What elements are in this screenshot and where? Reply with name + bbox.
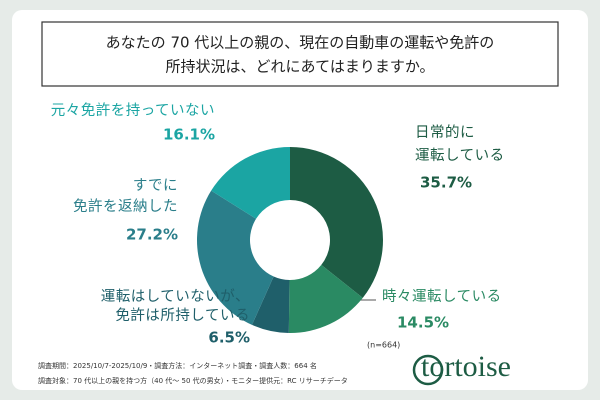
category-label: すでに bbox=[133, 177, 178, 194]
donut-segment bbox=[251, 276, 290, 333]
donut-segment bbox=[211, 147, 290, 219]
category-label: 元々免許を持っていない bbox=[51, 102, 215, 119]
value-label: 14.5% bbox=[397, 314, 449, 332]
chart-title: 所持状況は、どれにあてはまりますか。 bbox=[165, 58, 434, 76]
donut-segment bbox=[197, 190, 274, 325]
category-label: 免許を返納した bbox=[73, 198, 178, 215]
value-label: 35.7% bbox=[420, 174, 472, 192]
footnote: 調査期間：2025/10/7-2025/10/9・調査方法：インターネット調査・… bbox=[38, 361, 317, 370]
title-box bbox=[41, 21, 559, 87]
value-label: 16.1% bbox=[163, 126, 215, 144]
value-label: 27.2% bbox=[126, 226, 178, 244]
category-label: 免許は所持している bbox=[115, 307, 250, 324]
sample-note: (n=664) bbox=[367, 341, 400, 350]
footnote: 調査対象：70 代以上の親を持つ方（40 代～ 50 代の男女）・モニター提供元… bbox=[38, 376, 348, 385]
logo: tortoise bbox=[421, 350, 511, 383]
donut-segment bbox=[288, 264, 363, 333]
chart-title: あなたの 70 代以上の親の、現在の自動車の運転や免許の bbox=[106, 34, 495, 52]
category-label: 運転している bbox=[415, 147, 505, 164]
category-label: 運転はしていないが、 bbox=[101, 288, 250, 305]
category-label: 日常的に bbox=[415, 124, 475, 141]
donut-segment bbox=[290, 147, 383, 298]
value-label: 6.5% bbox=[208, 329, 250, 347]
category-label: 時々運転している bbox=[382, 288, 502, 305]
logo-mark bbox=[412, 354, 444, 386]
